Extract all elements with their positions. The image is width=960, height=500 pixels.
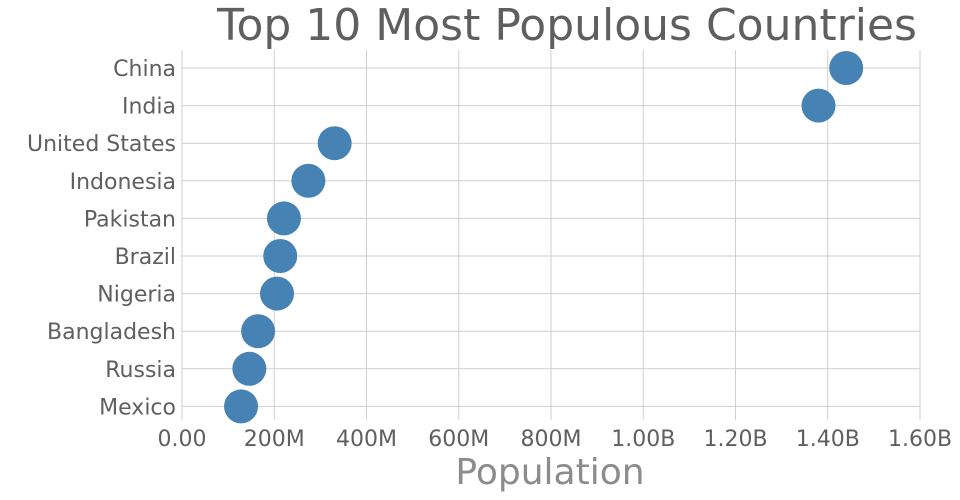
x-tick-label: 1.60B <box>888 427 952 452</box>
x-tick-label: 200M <box>244 427 305 452</box>
data-point[interactable] <box>224 389 259 424</box>
chart-title: Top 10 Most Populous Countries <box>216 0 917 51</box>
x-tick-label: 0.00 <box>158 427 207 452</box>
y-category-label: Russia <box>105 358 176 383</box>
x-tick-label: 1.40B <box>796 427 860 452</box>
x-tick-label: 800M <box>521 427 582 452</box>
y-category-label: Indonesia <box>70 170 176 195</box>
data-point[interactable] <box>829 51 864 85</box>
data-point[interactable] <box>263 239 298 273</box>
y-category-label: Nigeria <box>97 283 176 308</box>
y-category-label: Pakistan <box>84 207 176 232</box>
y-axis-category-labels: China India United States Indonesia Pakistan… <box>27 57 176 420</box>
y-category-label: Brazil <box>115 245 176 270</box>
data-point[interactable] <box>317 126 352 161</box>
y-category-label: Mexico <box>99 395 176 420</box>
data-point[interactable] <box>291 163 326 198</box>
horizontal-gridlines <box>182 67 920 407</box>
y-category-label: United States <box>27 132 176 157</box>
x-tick-label: 400M <box>336 427 397 452</box>
x-tick-label: 1.20B <box>703 427 767 452</box>
x-tick-label: 1.00B <box>611 427 675 452</box>
y-category-label: India <box>122 95 176 120</box>
data-point[interactable] <box>260 276 295 311</box>
vertical-gridlines <box>181 50 921 420</box>
x-axis-tick-labels: 0.00 200M 400M 600M 800M 1.00B 1.20B 1.40B 1.60B <box>158 427 953 452</box>
data-point[interactable] <box>241 314 276 349</box>
x-tick-label: 600M <box>428 427 489 452</box>
y-category-label: China <box>113 57 176 82</box>
data-points <box>224 51 864 424</box>
y-category-label: Bangladesh <box>47 320 176 345</box>
data-point[interactable] <box>232 351 267 386</box>
data-point[interactable] <box>266 201 301 236</box>
x-axis-label: Population <box>455 452 644 493</box>
data-point[interactable] <box>801 88 836 123</box>
